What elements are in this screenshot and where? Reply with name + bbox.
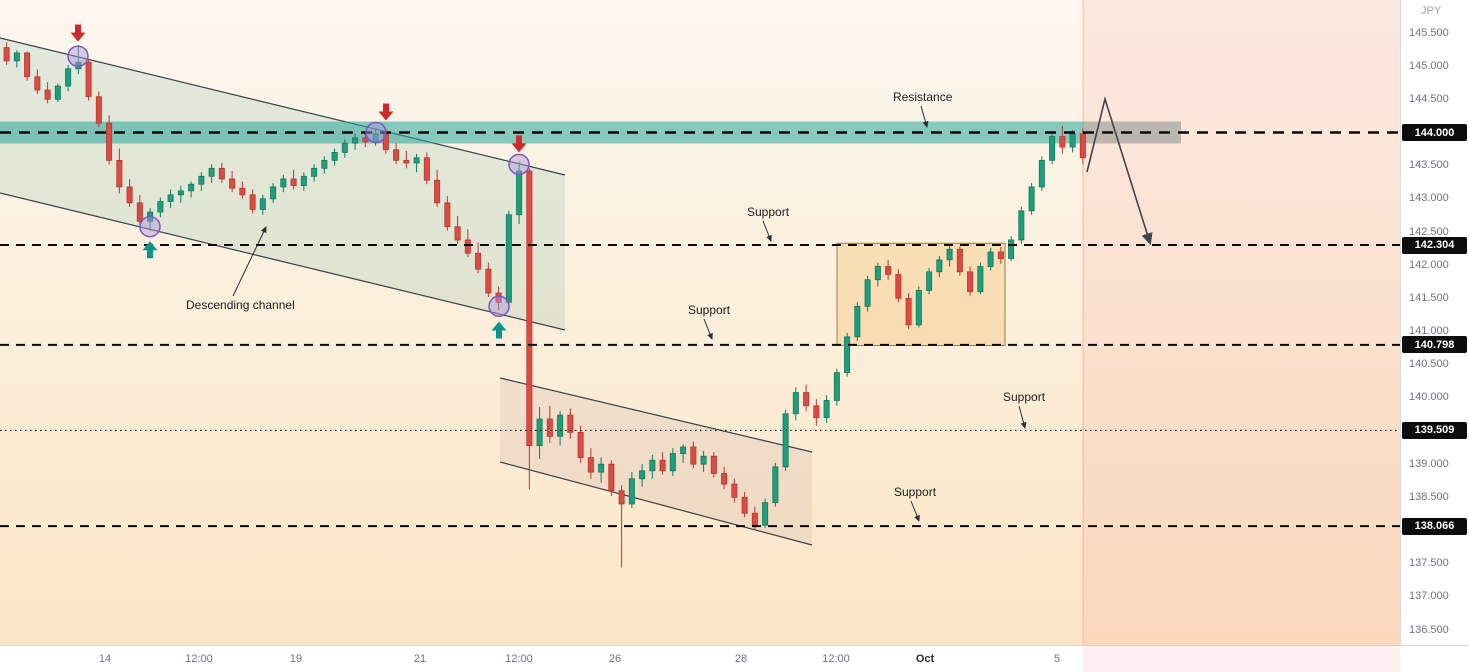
forecast-zigzag-arrow: [1086, 96, 1153, 246]
touch-circle-marker: [488, 295, 510, 318]
key-price-label: 142.304: [1402, 236, 1467, 254]
forecast-arrow[interactable]: [1086, 96, 1153, 246]
resistance-label[interactable]: Resistance: [893, 90, 953, 104]
time-tick-label: 19: [289, 653, 303, 665]
pointer-arrow: [910, 500, 920, 522]
price-tick-label: 143.000: [1409, 192, 1449, 205]
pointer-arrow: [232, 226, 267, 297]
key-price-label: 140.798: [1402, 336, 1467, 354]
time-tick-label: 12:00: [505, 653, 533, 665]
price-tick-label: 140.000: [1409, 391, 1449, 404]
pointer-arrow: [762, 220, 772, 242]
time-tick-label: Oct: [915, 653, 935, 665]
time-tick-label: 21: [413, 653, 427, 665]
currency-label: JPY: [1421, 5, 1442, 17]
sell-arrow-icon: [511, 135, 527, 153]
key-price-label: 144.000: [1402, 124, 1467, 141]
pointer-arrow: [920, 105, 929, 128]
touch-circle-marker: [139, 215, 161, 238]
time-tick-label: 14: [98, 653, 112, 665]
price-tick-label: 139.000: [1409, 457, 1449, 470]
key-price-label: 138.066: [1402, 517, 1467, 535]
key-level-lines[interactable]: [0, 131, 1400, 528]
price-tick-label: 142.000: [1409, 258, 1449, 271]
support-label-1[interactable]: Support: [747, 205, 790, 219]
price-tick-label: 142.500: [1409, 225, 1449, 238]
price-tick-label: 140.500: [1409, 358, 1449, 371]
touch-circle-marker: [508, 153, 530, 176]
support-label-2[interactable]: Support: [688, 303, 731, 317]
lower-channel-drawing[interactable]: [499, 377, 813, 546]
price-tick-label: 143.500: [1409, 159, 1449, 172]
forecast-zone[interactable]: [1082, 0, 1400, 672]
price-tick-label: 145.500: [1409, 26, 1449, 39]
price-tick-label: 137.000: [1409, 590, 1449, 603]
sell-arrow-icon: [70, 24, 86, 42]
touch-circle-marker: [67, 45, 89, 67]
touch-circle-marker: [365, 121, 387, 144]
support-label-3[interactable]: Support: [1003, 390, 1046, 404]
key-price-label: 139.509: [1402, 421, 1467, 439]
price-tick-label: 141.000: [1409, 325, 1449, 337]
support-label-4[interactable]: Support: [894, 485, 937, 499]
price-tick-label: 138.500: [1409, 490, 1449, 503]
price-tick-label: 136.500: [1409, 623, 1449, 636]
sell-arrow-icon: [378, 103, 394, 121]
pointer-arrow: [1018, 405, 1027, 429]
price-tick-label: 145.000: [1409, 59, 1449, 72]
pointer-arrow: [703, 318, 713, 340]
time-tick-label: 26: [608, 653, 622, 665]
price-tick-label: 137.500: [1409, 557, 1449, 570]
trade-markers[interactable]: [67, 24, 530, 339]
time-tick-label: 5: [1053, 653, 1061, 665]
time-tick-label: 12:00: [822, 653, 850, 665]
time-axis[interactable]: 14 12:00 19 21 12:00 26 28 12:00 Oct 5: [0, 645, 1469, 672]
buy-arrow-icon: [142, 241, 158, 259]
buy-arrow-icon: [491, 321, 507, 339]
price-tick-label: 144.500: [1409, 92, 1449, 105]
price-tick-label: 141.500: [1409, 291, 1449, 304]
price-axis[interactable]: JPY 145.500 145.000 144.500 143.500 143.000 1…: [1400, 0, 1469, 645]
time-tick-label: 28: [734, 653, 748, 665]
time-tick-label: 12:00: [185, 653, 213, 665]
annotation-pointer-arrows[interactable]: [232, 105, 1027, 522]
descending-channel-label[interactable]: Descending channel: [186, 298, 295, 312]
candles: [3, 42, 1086, 568]
